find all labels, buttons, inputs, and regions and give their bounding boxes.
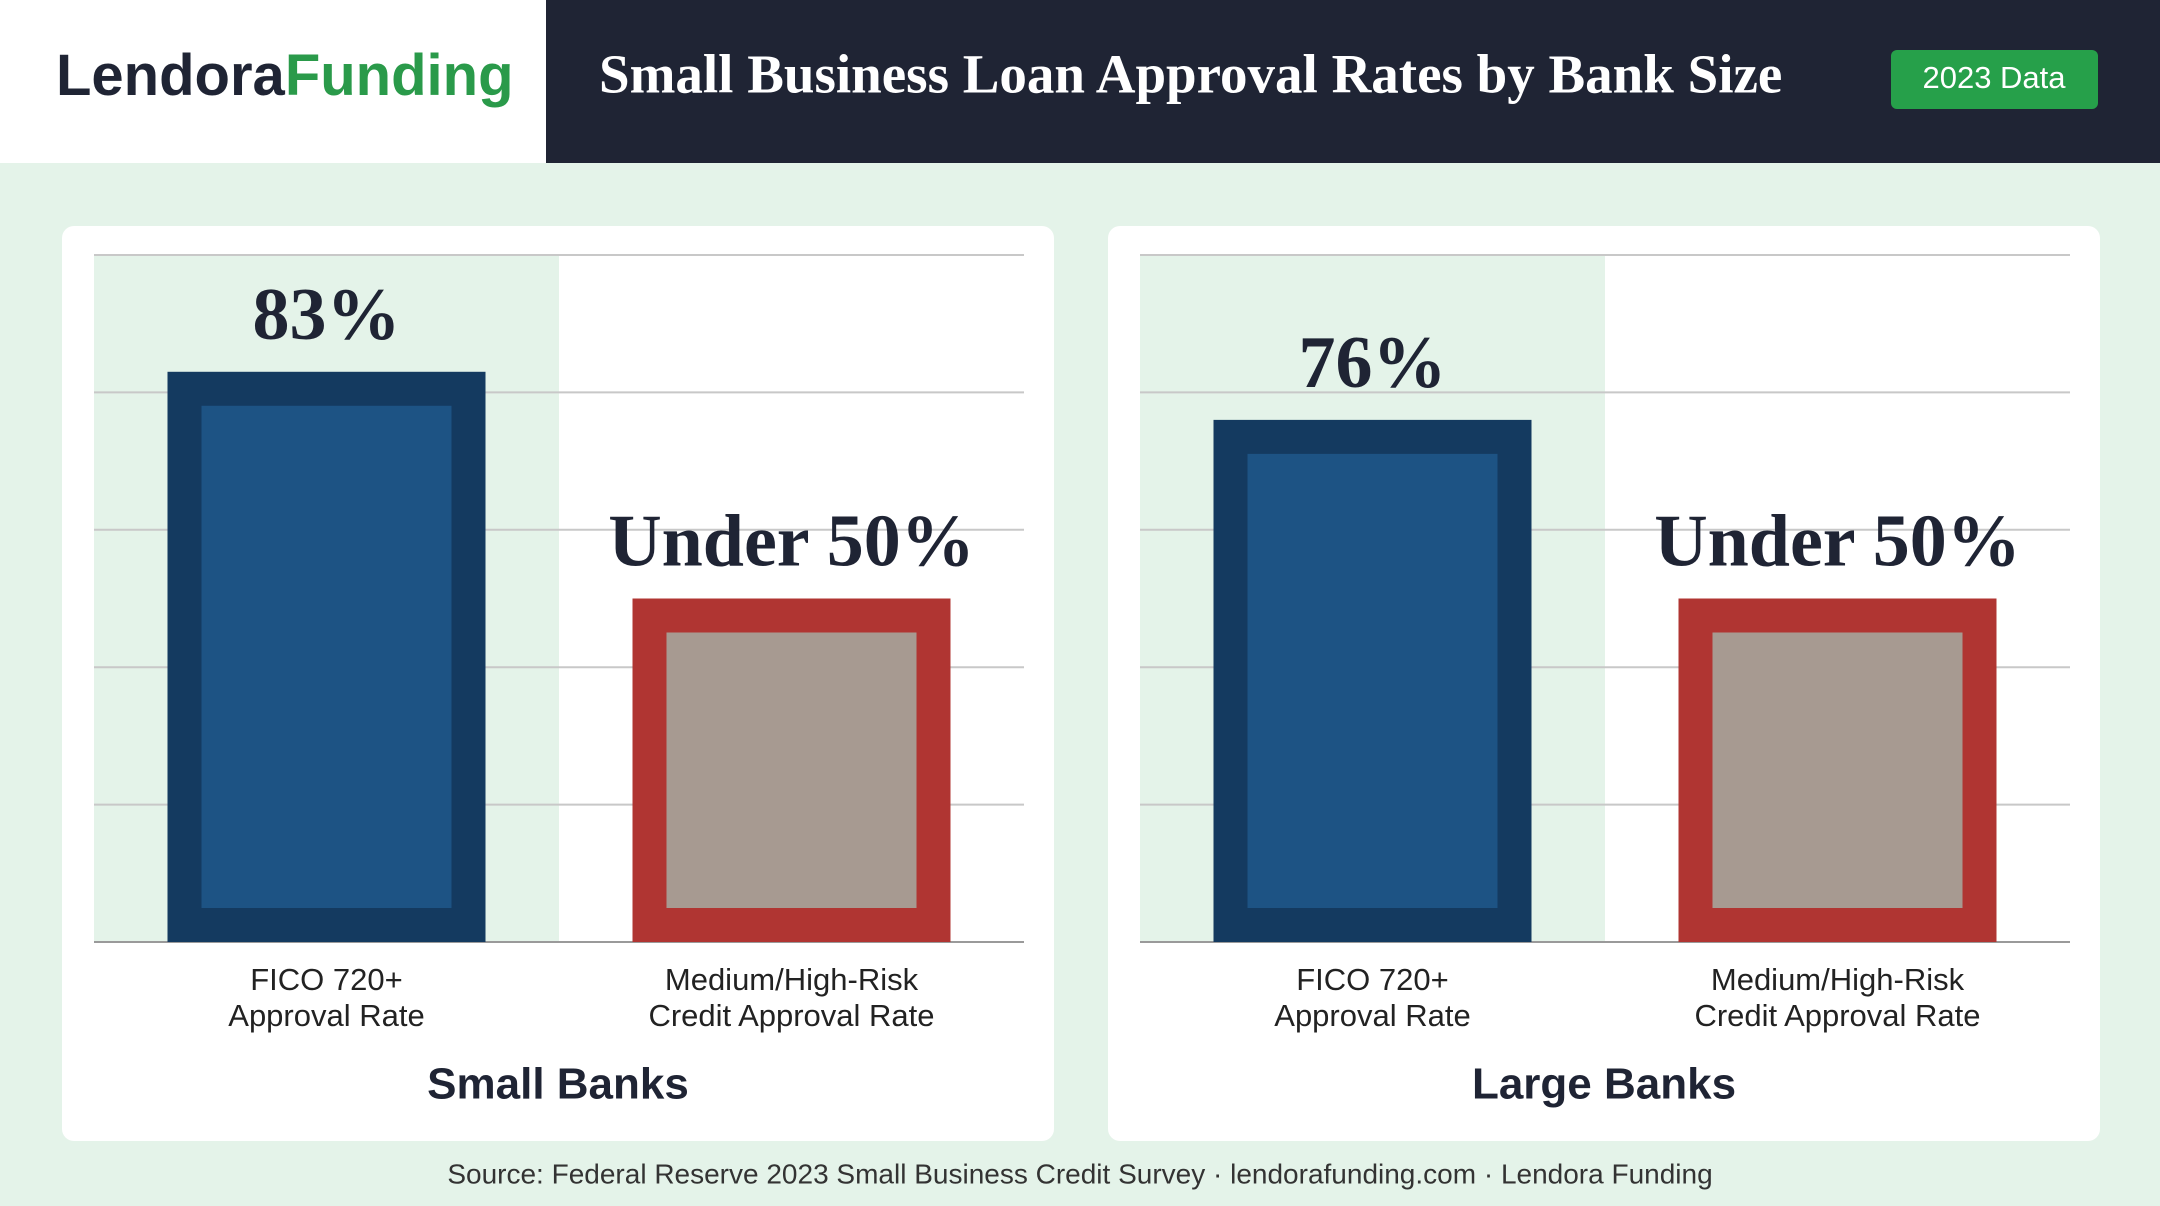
- source: Source: Federal Reserve 2023 Small Busin…: [447, 1158, 1712, 1189]
- bar-inner: [666, 632, 917, 908]
- brand-box: [0, 0, 546, 163]
- bar-inner: [1247, 453, 1498, 908]
- panel-title: Large Banks: [1472, 1060, 1736, 1109]
- value-label: Under 50%: [608, 500, 975, 582]
- value-label: 83%: [253, 274, 401, 356]
- brand-second: Funding: [285, 43, 514, 108]
- panel-title: Small Banks: [427, 1060, 689, 1109]
- brand: LendoraFunding: [56, 43, 514, 108]
- bar-inner: [1712, 632, 1963, 908]
- value-label: 76%: [1299, 322, 1447, 404]
- badge-bg: [1891, 50, 2098, 109]
- category-label: FICO 720+ Approval Rate: [1274, 962, 1471, 1033]
- bar-inner: [201, 405, 452, 908]
- category-label: Medium/High-Risk Credit Approval Rate: [648, 962, 935, 1033]
- category-label: FICO 720+ Approval Rate: [228, 962, 425, 1033]
- page-title: Small Business Loan Approval Rates by Ba…: [599, 44, 1782, 105]
- brand-first: Lendora: [56, 43, 286, 108]
- value-label: Under 50%: [1654, 500, 2021, 582]
- category-label: Medium/High-Risk Credit Approval Rate: [1694, 962, 1981, 1033]
- badge: 2023 Data: [1922, 60, 2066, 95]
